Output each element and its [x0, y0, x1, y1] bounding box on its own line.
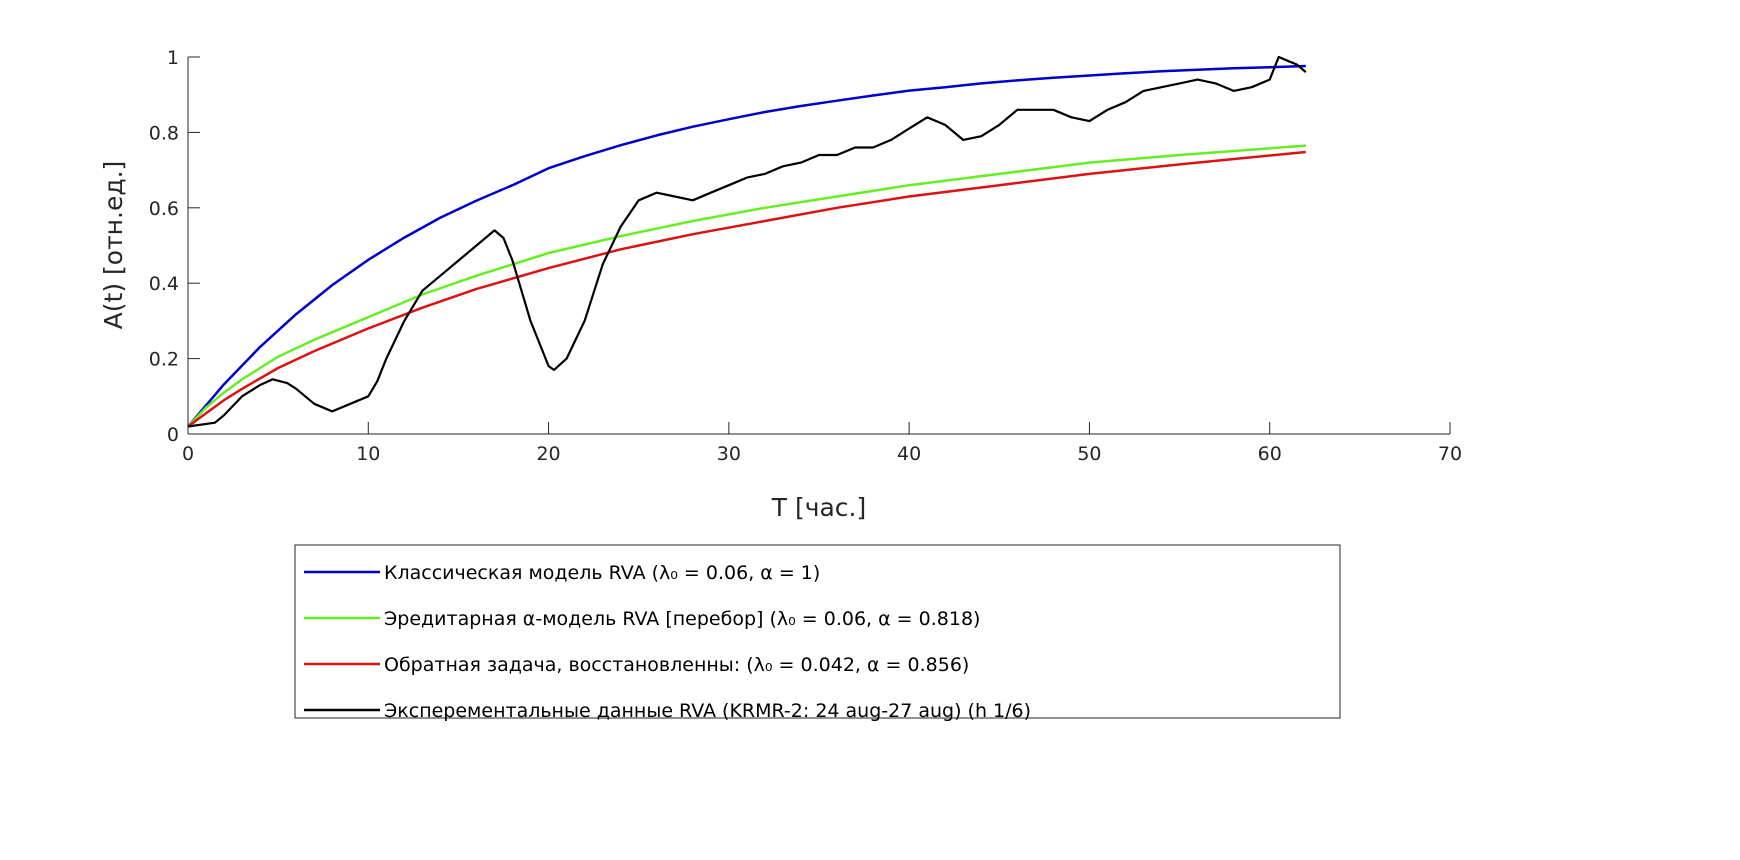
y-tick-label: 1	[167, 47, 179, 69]
x-tick-label: 50	[1077, 443, 1101, 465]
x-tick-label: 20	[536, 443, 560, 465]
x-tick-label: 10	[356, 443, 380, 465]
legend-label-4: Эксперементальные данные RVA (KRMR-2: 24…	[384, 700, 1031, 722]
legend-label-2: Эредитарная α-модель RVA [перебор] (λ₀ =…	[384, 608, 980, 630]
x-tick-label: 70	[1438, 443, 1462, 465]
series-line-1	[187, 64, 1306, 428]
x-tick-label: 40	[897, 443, 921, 465]
x-tick-label: 0	[182, 443, 194, 465]
x-axis-label: T [час.]	[771, 493, 867, 522]
y-tick-label: 0.6	[149, 198, 179, 220]
y-tick-label: 0.4	[149, 273, 179, 295]
y-tick-label: 0.2	[149, 349, 179, 371]
axes: 0 10 20 30 40 50 60 70 0 0.2 0.4 0.6 0.8 1	[149, 47, 1462, 465]
series-line-3	[187, 150, 1306, 428]
plot-area	[187, 55, 1307, 428]
legend: Классическая модель RVA (λ₀ = 0.06, α = …	[294, 544, 1341, 722]
series-line-2	[187, 144, 1306, 428]
y-tick-label: 0.8	[149, 122, 179, 144]
series-line-4	[187, 55, 1307, 428]
x-tick-label: 30	[717, 443, 741, 465]
y-axis-label: A(t) [отн.ед.]	[99, 161, 128, 330]
legend-label-3: Обратная задача, восстановленны: (λ₀ = 0…	[384, 654, 969, 676]
y-tick-label: 0	[167, 424, 179, 446]
legend-label-1: Классическая модель RVA (λ₀ = 0.06, α = …	[384, 562, 820, 584]
legend-box	[294, 544, 1341, 719]
x-tick-label: 60	[1258, 443, 1282, 465]
